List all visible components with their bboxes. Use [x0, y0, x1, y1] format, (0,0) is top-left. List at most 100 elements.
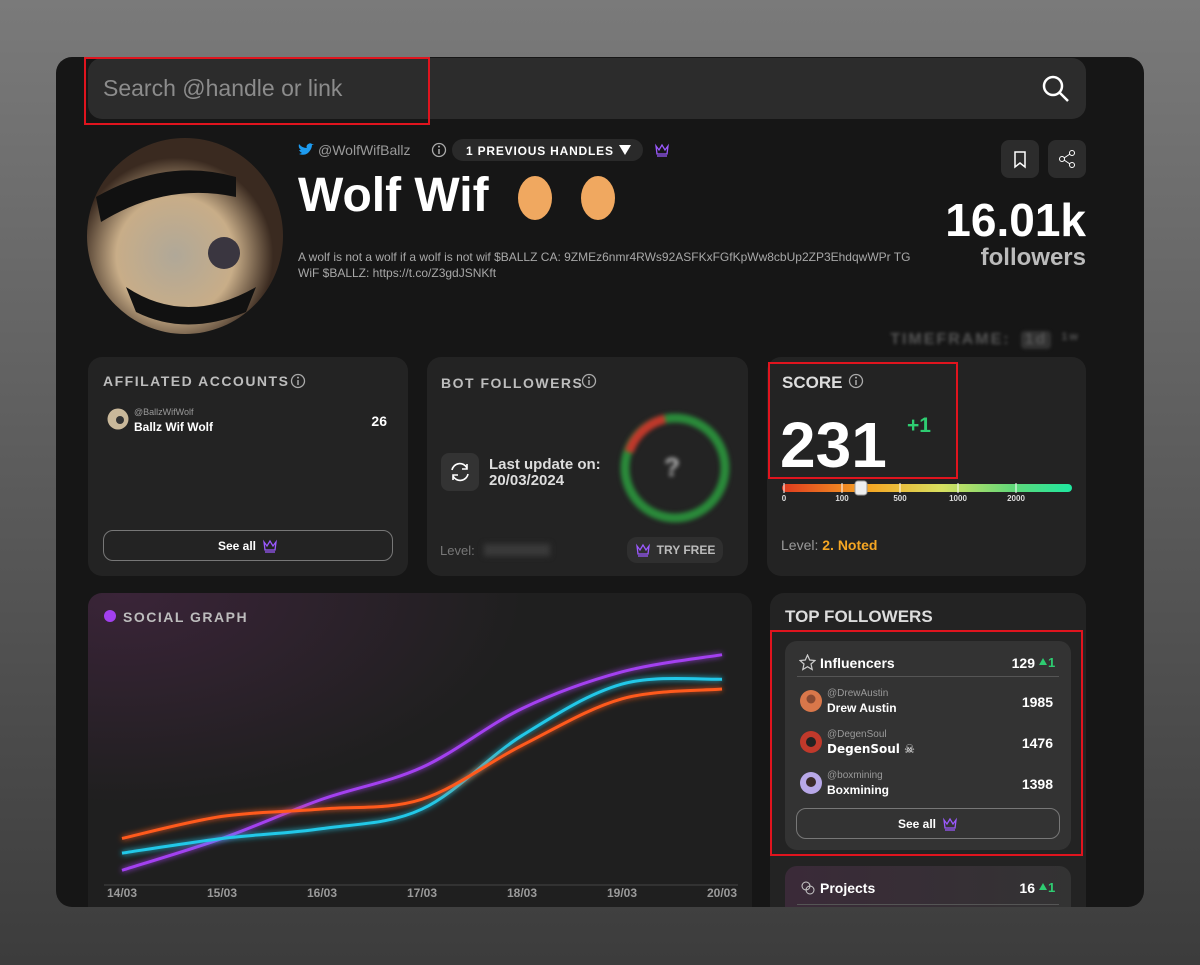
level-blurred — [484, 544, 550, 556]
highlight — [84, 57, 430, 125]
projects-icon — [801, 881, 815, 895]
follower-name[interactable]: DegenSoul ☠ — [827, 742, 915, 756]
button-label: See all — [897, 816, 937, 831]
search-placeholder[interactable]: Search @handle or link — [103, 75, 343, 101]
scale-tick-label: 100 — [835, 494, 849, 503]
score-scale: 0 100 500 1000 2000 — [782, 480, 1072, 503]
scale-tick-label: 1000 — [949, 494, 967, 503]
previous-handles-button[interactable] — [452, 139, 643, 161]
dropdown-arrow — [619, 145, 631, 155]
influencers-box — [785, 641, 1071, 850]
x-tick-label: 18/03 — [507, 886, 537, 900]
follower-score: 1476 — [1021, 735, 1053, 751]
timeframe: TIMEFRAME: 1d 1w — [890, 331, 1080, 349]
group-count: 129 — [1011, 655, 1035, 671]
level-label-text: Level: — [781, 537, 819, 553]
level-label: Level: — [440, 543, 475, 558]
scale-tick-label: 2000 — [1007, 494, 1025, 503]
crown-icon — [655, 143, 669, 157]
see-all-button[interactable]: See all — [103, 530, 393, 561]
followers-label: followers — [980, 244, 1086, 271]
follower-avatar — [800, 690, 822, 712]
series-line — [121, 687, 723, 840]
score-change: +1 — [907, 414, 931, 437]
search-icon[interactable] — [1040, 73, 1072, 105]
crown-icon — [635, 543, 650, 557]
account-handle[interactable]: @BallzWifWolf — [134, 407, 194, 417]
group-label: Influencers — [820, 655, 895, 671]
try-free-button[interactable]: TRY FREE — [627, 537, 723, 563]
account-avatar — [107, 408, 129, 430]
refresh-icon — [451, 462, 469, 482]
share-icon — [1059, 150, 1075, 168]
score-marker — [854, 480, 868, 496]
group-change: 1 — [1048, 655, 1056, 670]
level-label: Level: 2. Noted — [781, 537, 877, 553]
x-tick-label: 14/03 — [107, 886, 137, 900]
card-title: BOT FOLLOWERS — [441, 375, 584, 391]
previous-handles: 1 PREVIOUS HANDLES — [466, 144, 614, 158]
card-title: AFFILATED ACCOUNTS — [103, 373, 290, 389]
x-tick-label: 15/03 — [207, 886, 237, 900]
chart-title: SOCIAL GRAPH — [123, 609, 249, 625]
score-value: 231 — [780, 409, 887, 481]
follower-name[interactable]: Drew Austin — [827, 701, 897, 715]
bot-ring — [620, 413, 730, 523]
scale-tick-label: 0 — [782, 494, 787, 503]
follower-avatar — [800, 731, 822, 753]
group-count: 16 — [1019, 880, 1035, 896]
follower-handle[interactable]: @boxmining — [827, 770, 883, 781]
account-count: 26 — [371, 413, 387, 429]
follower-handle[interactable]: @DrewAustin — [827, 688, 889, 699]
avatar — [87, 138, 283, 334]
crown-icon — [263, 539, 277, 553]
x-tick-label: 16/03 — [307, 886, 337, 900]
up-arrow — [1039, 883, 1047, 890]
follower-handle[interactable]: @DegenSoul — [827, 729, 887, 740]
button-label: TRY FREE — [656, 543, 716, 557]
affiliated-card — [88, 357, 408, 576]
highlight — [768, 362, 958, 479]
timeframe-option[interactable]: 1w — [1061, 331, 1080, 343]
timeframe-option[interactable]: 1d — [1020, 331, 1052, 349]
bookmark-icon — [1014, 151, 1026, 169]
series-line — [121, 676, 723, 855]
egg-emojis — [518, 176, 615, 220]
follower-name[interactable]: Boxmining — [827, 783, 889, 797]
card-title: TOP FOLLOWERS — [785, 607, 933, 626]
see-all-button[interactable]: See all — [796, 808, 1060, 839]
info-icon[interactable] — [290, 373, 306, 389]
x-tick-label: 19/03 — [607, 886, 637, 900]
chart: 14/03 15/03 16/03 17/03 18/03 19/03 20/03 — [104, 653, 738, 900]
crown-icon — [943, 817, 957, 831]
series-line — [121, 653, 723, 872]
group-change: 1 — [1048, 880, 1056, 895]
x-tick-label: 20/03 — [707, 886, 737, 900]
timeframe-label: TIMEFRAME: — [890, 331, 1011, 348]
legend-dot — [104, 610, 116, 622]
follower-score: 1398 — [1021, 776, 1053, 792]
info-icon[interactable] — [581, 373, 597, 389]
scale-tick-label: 500 — [893, 494, 907, 503]
update-label: Last update on: — [489, 456, 601, 473]
button-label: See all — [217, 538, 257, 553]
share-button[interactable] — [1048, 140, 1086, 178]
search-bar[interactable] — [88, 58, 1086, 119]
info-icon[interactable] — [848, 373, 864, 389]
refresh-button[interactable] — [441, 453, 479, 491]
update-date: 20/03/2024 — [489, 472, 565, 489]
handle[interactable]: @WolfWifBallz — [318, 142, 411, 158]
content: Search @handle or link @WolfWifBallz 1 P… — [84, 57, 1086, 907]
highlight — [770, 630, 1083, 856]
group-label: Projects — [820, 880, 876, 896]
account-name[interactable]: Ballz Wif Wolf — [134, 420, 213, 434]
follower-score: 1985 — [1021, 694, 1053, 710]
unknown-value: ? — [664, 452, 680, 482]
score-bar — [782, 484, 1072, 492]
star-icon — [799, 654, 816, 671]
info-icon[interactable] — [431, 142, 447, 158]
up-arrow — [1039, 658, 1047, 665]
display-name: Wolf Wif — [298, 169, 489, 222]
bookmark-button[interactable] — [1001, 140, 1039, 178]
